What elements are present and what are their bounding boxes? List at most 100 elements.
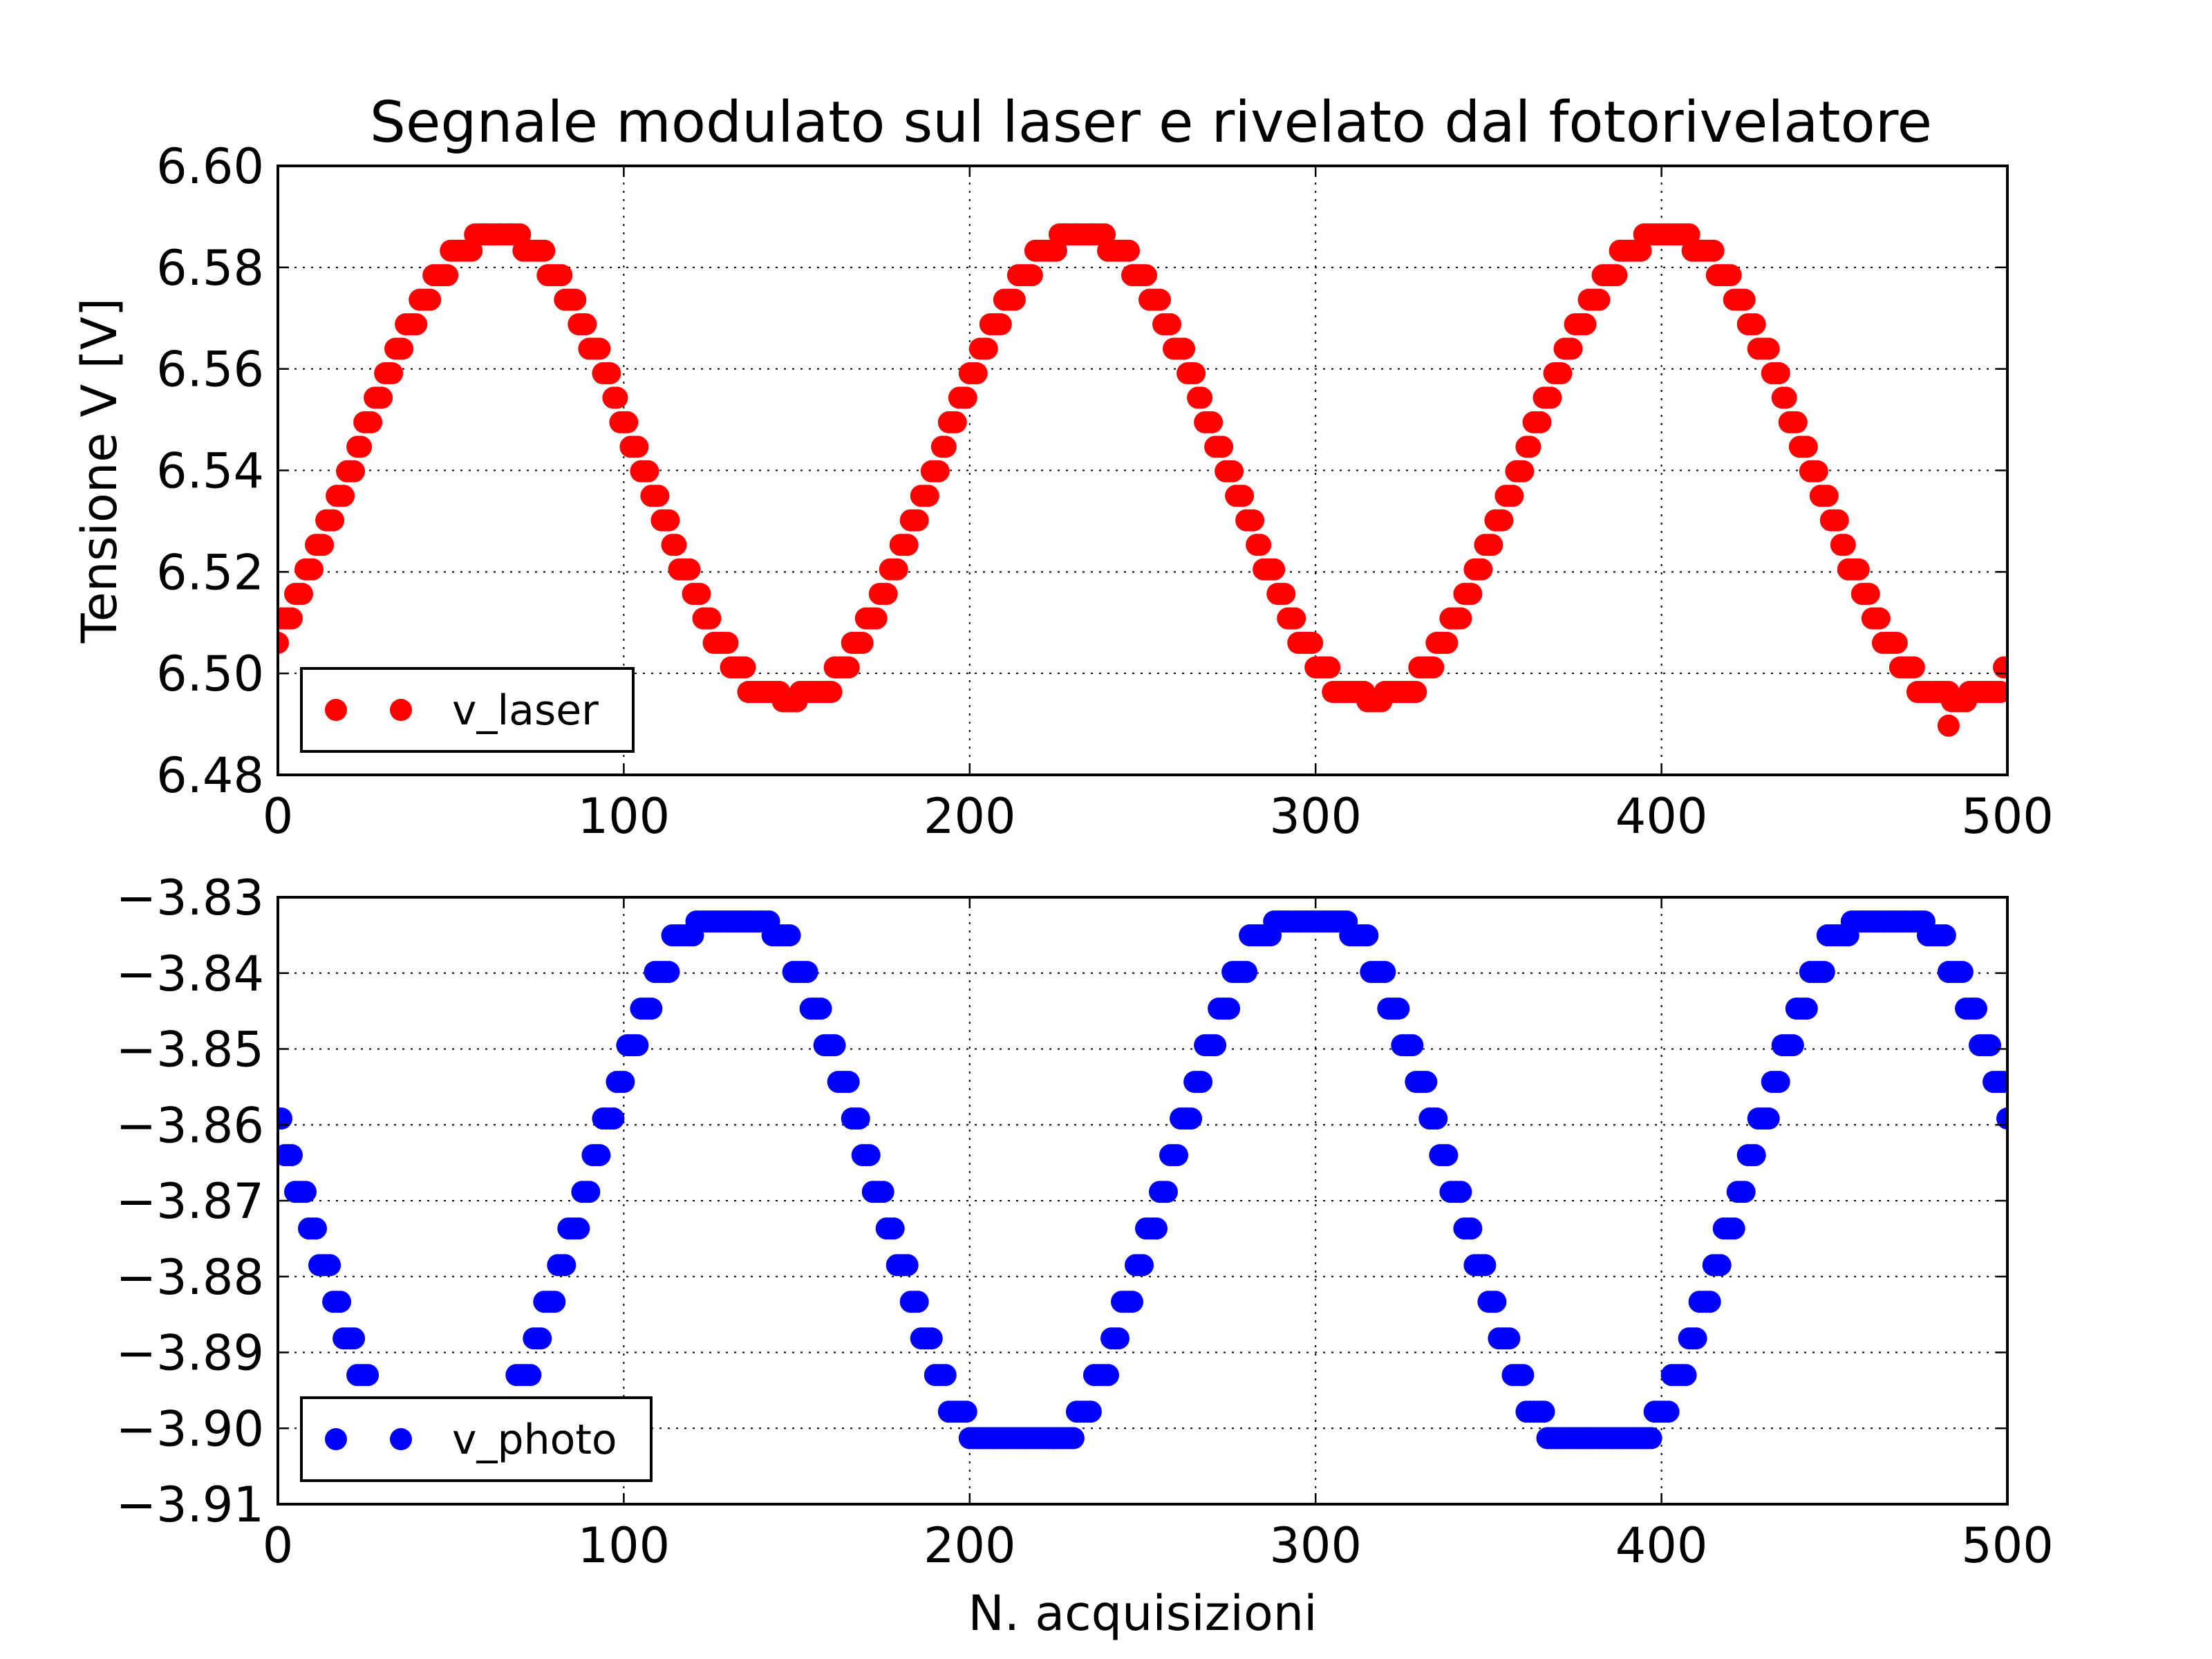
y-tick-label: −3.89 <box>115 1325 264 1382</box>
data-point <box>989 313 1012 336</box>
data-point <box>1173 337 1195 360</box>
data-point <box>436 264 459 287</box>
data-point <box>371 386 393 409</box>
data-point <box>1965 997 1987 1020</box>
bottom-panel-photo: 0 100 200 300 400 500 −3.91 −3.90 −3.89 −3.88 −3.8… <box>115 870 2053 1642</box>
data-point <box>906 509 929 532</box>
data-points <box>278 910 2007 1450</box>
data-point <box>419 288 442 311</box>
data-point <box>1484 1291 1507 1313</box>
data-point <box>906 1291 929 1313</box>
data-point <box>1003 288 1026 311</box>
data-point <box>1062 1427 1085 1450</box>
data-point <box>381 362 404 384</box>
data-point <box>1132 1254 1154 1277</box>
data-point <box>1145 1217 1168 1240</box>
data-point <box>934 1364 957 1387</box>
data-point <box>305 1217 327 1240</box>
data-point <box>1698 1291 1721 1313</box>
x-tick-label: 400 <box>1615 1517 1708 1574</box>
data-point <box>1481 534 1503 556</box>
data-point <box>1702 239 1725 262</box>
data-point <box>1868 607 1891 630</box>
data-point <box>1826 509 1849 532</box>
data-point <box>1149 288 1171 311</box>
data-point <box>885 558 908 581</box>
x-tick-label: 200 <box>924 1517 1016 1574</box>
data-point <box>360 411 383 433</box>
data-point <box>1588 288 1611 311</box>
data-point <box>917 485 939 507</box>
data-point <box>1166 1144 1188 1167</box>
data-point <box>1757 337 1780 360</box>
data-point <box>1242 509 1265 532</box>
data-point <box>1806 460 1828 482</box>
x-tick-label: 200 <box>924 788 1016 845</box>
data-point <box>294 1181 317 1203</box>
x-tick-label: 500 <box>1961 788 2054 845</box>
legend-box <box>300 1396 653 1482</box>
y-tick-label: −3.87 <box>115 1173 264 1230</box>
y-tick-label: −3.83 <box>115 870 264 926</box>
top-panel-laser: 0 100 200 300 400 500 6.48 6.50 6.52 6.54 6.56 6.58… <box>71 138 2054 845</box>
y-tick-label: 6.50 <box>156 646 264 702</box>
data-point <box>1460 583 1483 606</box>
data-point <box>1183 362 1206 384</box>
data-point <box>319 1254 341 1277</box>
x-tick-label: 100 <box>578 1517 671 1574</box>
data-point <box>1450 607 1472 630</box>
y-tick-label: −3.84 <box>115 946 264 1002</box>
data-point <box>1785 411 1808 433</box>
data-points <box>278 223 2007 737</box>
data-point <box>1539 386 1562 409</box>
data-point <box>1723 1217 1745 1240</box>
data-point <box>1937 714 1960 737</box>
data-point <box>391 337 414 360</box>
data-point <box>1657 1400 1680 1423</box>
data-point <box>1951 961 1974 984</box>
x-tick-label: 300 <box>1269 1517 1362 1574</box>
data-point <box>1833 534 1856 556</box>
data-point <box>865 607 888 630</box>
data-point <box>778 924 801 947</box>
data-point <box>640 997 663 1020</box>
data-point <box>699 607 722 630</box>
data-point <box>1156 1181 1178 1203</box>
data-point <box>529 1327 552 1350</box>
y-tick-label: 6.58 <box>156 240 264 297</box>
data-point <box>1768 1071 1790 1094</box>
data-point <box>837 656 860 679</box>
data-point <box>657 961 680 984</box>
data-point <box>606 386 628 409</box>
data-point <box>1135 264 1157 287</box>
y-tick-label: 6.56 <box>156 341 264 398</box>
data-point <box>564 288 587 311</box>
data-point <box>1774 386 1797 409</box>
y-tick-label: 6.48 <box>156 747 264 804</box>
y-tick-label: 6.54 <box>156 443 264 500</box>
data-point <box>1574 313 1597 336</box>
data-point <box>1512 460 1535 482</box>
data-point <box>1560 337 1583 360</box>
data-point <box>1235 961 1258 984</box>
legend-label: v_photo <box>452 1416 617 1464</box>
y-tick-label: −3.90 <box>115 1400 264 1457</box>
data-point <box>1284 607 1306 630</box>
data-point <box>1107 1327 1130 1350</box>
data-point <box>1933 924 1956 947</box>
data-point <box>1674 1364 1697 1387</box>
data-point <box>1993 1071 2007 1094</box>
data-point <box>281 1144 303 1167</box>
data-point <box>1979 1034 2001 1057</box>
data-point <box>1733 1181 1756 1203</box>
data-point <box>1422 656 1445 679</box>
data-point <box>281 607 303 630</box>
data-point <box>602 1107 625 1130</box>
y-axis-label: Tensione V [V] <box>71 298 128 644</box>
data-point <box>920 1327 943 1350</box>
data-point <box>357 1364 379 1387</box>
x-tick-label: 500 <box>1961 1517 2054 1574</box>
data-point <box>896 1254 919 1277</box>
data-point <box>872 1181 894 1203</box>
chart-title: Segnale modulato sul laser e rivelato da… <box>370 90 1932 156</box>
